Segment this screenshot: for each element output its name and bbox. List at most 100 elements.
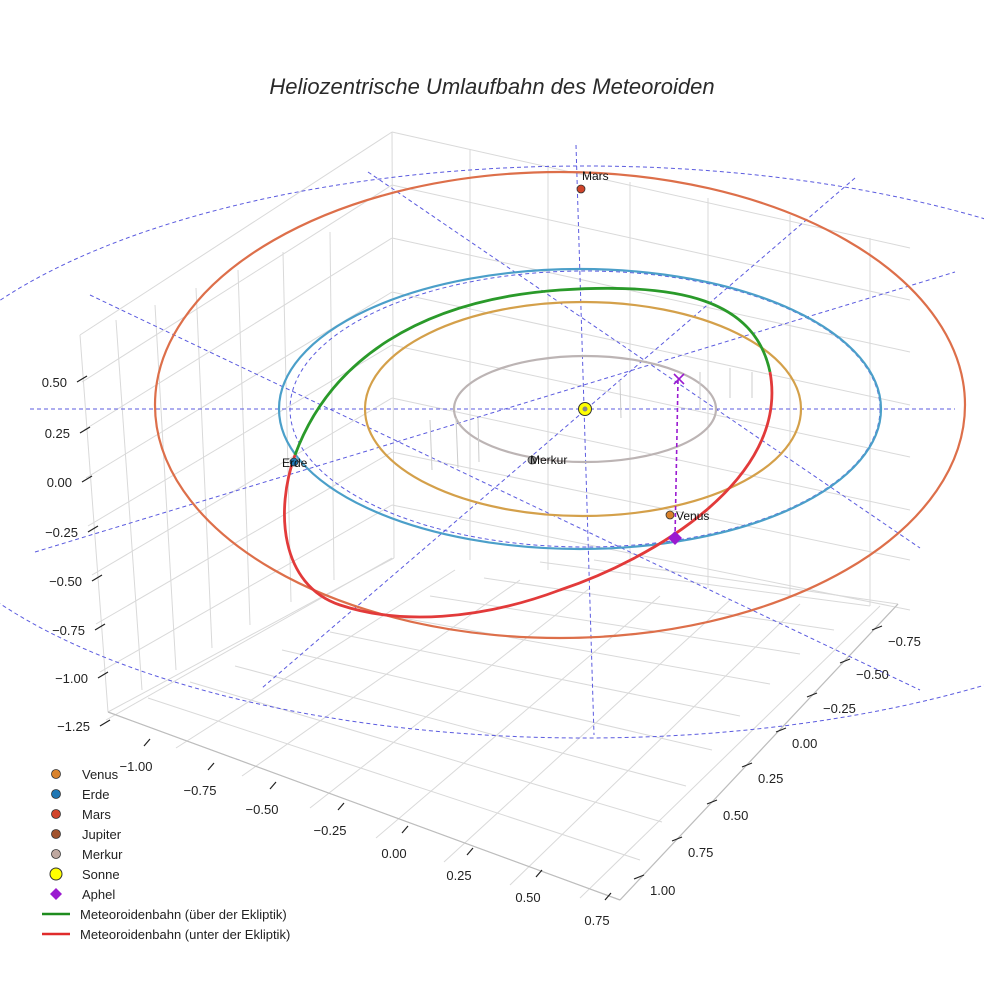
legend-item: Venus [51,767,119,782]
grid-line [189,681,663,823]
grid-line [509,603,801,886]
grid-line [195,287,213,649]
y-tick-label: 0.25 [758,771,783,786]
x-tick-mark [401,825,409,834]
grid-line [391,184,911,301]
legend-marker [51,789,61,799]
legend-label: Erde [82,787,109,802]
y-tick-mark [871,625,883,631]
aphel-marker [668,531,682,545]
x-tick-label: −0.75 [184,783,217,798]
grid-line [391,451,911,561]
y-tick-mark [633,874,645,880]
grid-line [375,595,661,839]
grid-line [329,631,741,717]
y-tick-mark [671,836,683,842]
grid-line [83,237,393,431]
z-tick-mark [81,475,93,483]
body-markers: Venus Erde Mars Merkur [282,169,709,545]
legend-label: Venus [82,767,119,782]
y-tick-mark [775,727,787,733]
grid-line [81,184,393,383]
x-tick-label: −0.50 [246,802,279,817]
x-tick-mark [466,847,474,856]
x-tick-mark [207,762,215,771]
grid-line [281,649,713,751]
z-tick-label: −0.75 [52,623,85,638]
z-tick-mark [79,426,91,434]
x-tick-mark [337,802,345,811]
grid-line [309,587,591,809]
grid-line [593,559,899,605]
aphel-projection-marker [673,373,685,385]
x-tick-mark [143,738,151,747]
planet-label-merkur: Merkur [530,453,567,467]
legend-item: Jupiter [51,827,122,842]
grid-line [579,605,881,899]
x-tick-mark [535,869,543,878]
z-tick-mark [99,719,111,727]
grid-line [443,599,731,863]
orbit-venus [363,300,803,518]
y-tick-mark [806,692,818,698]
guide-line [575,144,595,736]
legend-item: Meteoroidenbahn (über der Ekliptik) [42,907,287,922]
y-tick-label: 1.00 [650,883,675,898]
legend-item: Sonne [49,867,120,882]
x-tick-label: 0.25 [446,868,471,883]
legend-item: Erde [51,787,109,802]
z-tick-label: 0.25 [45,426,70,441]
y-tick-label: −0.25 [823,701,856,716]
z-tick-mark [91,574,103,582]
z-tick-label: −0.25 [45,525,78,540]
x-tick-label: 0.75 [584,913,609,928]
grid-line [95,451,393,625]
planet-label-venus: Venus [676,509,709,523]
x-tick-label: 0.00 [381,846,406,861]
legend-marker [51,809,61,819]
z-tick-label: −0.50 [49,574,82,589]
grid-line [87,344,393,527]
y-tick-label: −0.50 [856,667,889,682]
grid-line [282,251,292,603]
grid-line [115,319,143,691]
y-axis-line [619,603,899,901]
guide-line [34,271,956,553]
y-tick-mark [706,799,718,805]
planet-marker-mars [576,184,586,194]
x-tick-label: −1.00 [120,759,153,774]
legend-marker [51,769,61,779]
planet-label-erde: Erde [282,456,308,470]
chart-title: Heliozentrische Umlaufbahn des Meteoroid… [269,74,714,99]
grid-line [237,269,251,626]
grid-line [241,579,521,777]
z-tick-label: −1.25 [57,719,90,734]
y-tick-label: 0.75 [688,845,713,860]
grid-line [79,131,393,336]
planet-marker-venus [665,510,675,520]
legend-label: Jupiter [82,827,122,842]
meteoroid-path-below [283,371,774,619]
planet-marker-erde [289,457,299,467]
legend-label: Mars [82,807,111,822]
aphel-drop-line [674,379,679,539]
legend-marker [51,849,61,859]
meteoroid-path-above [293,286,772,456]
grid-line [391,291,911,406]
guide-ring [0,165,984,739]
grid-line [154,304,177,671]
legend-label: Merkur [82,847,123,862]
drop-line [477,417,480,463]
grid-line [234,665,687,787]
y-tick-label: 0.50 [723,808,748,823]
x-tick-label: 0.50 [515,890,540,905]
drop-line [429,419,433,471]
legend-marker [51,829,61,839]
orbit-merkur [452,354,718,464]
x-tick-label: −0.25 [314,823,347,838]
guide-line [89,294,921,691]
orbit-erde [277,267,883,551]
drop-line [455,417,459,469]
drop-line [619,379,622,419]
